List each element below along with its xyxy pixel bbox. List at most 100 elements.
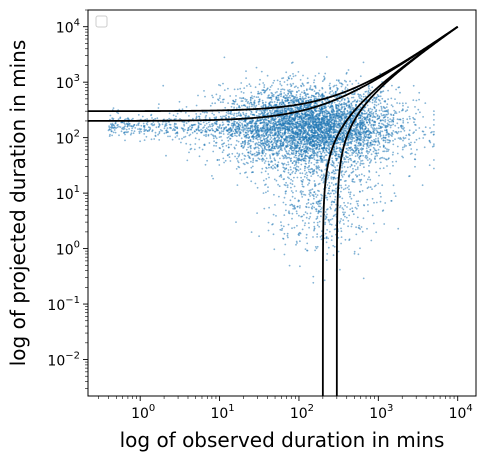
scatter-point: [269, 120, 272, 123]
scatter-point: [263, 86, 266, 89]
scatter-point: [243, 87, 246, 89]
scatter-point: [347, 161, 350, 163]
scatter-point: [281, 109, 284, 112]
scatter-point: [244, 140, 246, 143]
scatter-point: [402, 121, 405, 124]
scatter-point: [376, 144, 379, 147]
scatter-point: [311, 133, 314, 136]
scatter-point: [356, 168, 359, 170]
scatter-point: [270, 136, 273, 139]
scatter-point: [378, 109, 381, 112]
scatter-point: [266, 131, 268, 133]
scatter-point: [291, 127, 294, 130]
scatter-point: [290, 77, 293, 80]
scatter-point: [323, 151, 326, 154]
scatter-point: [198, 155, 201, 158]
scatter-point: [258, 150, 260, 152]
scatter-point: [227, 143, 230, 146]
scatter-point: [395, 130, 398, 133]
scatter-point: [287, 89, 289, 92]
scatter-point: [381, 156, 384, 159]
scatter-point: [307, 146, 310, 149]
scatter-point: [235, 112, 238, 115]
scatter-point: [357, 82, 360, 85]
scatter-point: [408, 142, 410, 145]
scatter-point: [260, 105, 263, 108]
scatter-point: [364, 131, 367, 134]
scatter-point: [296, 107, 299, 110]
scatter-point: [329, 146, 332, 149]
scatter-point: [295, 99, 298, 102]
scatter-point: [261, 102, 264, 104]
scatter-point: [300, 85, 303, 88]
scatter-point: [241, 152, 244, 155]
scatter-point: [323, 77, 326, 79]
scatter-point: [352, 149, 355, 152]
scatter-point: [367, 108, 370, 110]
scatter-point: [362, 138, 364, 141]
scatter-point: [301, 155, 303, 158]
scatter-point: [320, 130, 322, 132]
scatter-point: [270, 166, 273, 168]
scatter-point: [381, 119, 384, 122]
scatter-point: [235, 139, 238, 142]
scatter-point: [403, 145, 406, 148]
scatter-point: [284, 154, 287, 157]
scatter-point: [330, 127, 332, 130]
scatter-point: [396, 102, 398, 104]
scatter-point: [365, 147, 368, 150]
scatter-point: [345, 80, 347, 83]
scatter-point: [301, 134, 304, 137]
scatter-point: [277, 150, 280, 153]
scatter-point: [221, 143, 223, 146]
scatter-point: [243, 163, 246, 166]
scatter-point: [303, 106, 306, 108]
scatter-point: [401, 148, 404, 151]
scatter-point: [358, 133, 360, 136]
scatter-point: [384, 147, 387, 150]
scatter-point: [222, 129, 225, 131]
scatter-point: [229, 95, 232, 97]
scatter-point: [232, 130, 235, 133]
scatter-point: [194, 137, 197, 140]
scatter-point: [314, 85, 317, 87]
scatter-point: [314, 87, 317, 89]
scatter-point: [363, 139, 366, 142]
scatter-point: [281, 88, 284, 90]
scatter-point: [296, 129, 298, 132]
scatter-point: [316, 141, 319, 144]
scatter-point: [383, 124, 385, 127]
scatter-point: [334, 118, 337, 120]
scatter-point: [248, 83, 251, 86]
scatter-point: [359, 75, 362, 78]
scatter-point: [265, 126, 268, 129]
scatter-point: [316, 146, 319, 149]
scatter-point: [408, 134, 411, 137]
scatter-point: [239, 87, 242, 90]
scatter-point: [330, 116, 333, 119]
scatter-point: [347, 156, 349, 159]
scatter-point: [381, 126, 384, 128]
scatter-point: [255, 104, 258, 107]
scatter-point: [403, 129, 406, 132]
scatter-point: [211, 94, 214, 97]
scatter-point: [320, 109, 323, 112]
scatter-point: [391, 153, 394, 156]
scatter-point: [295, 146, 298, 149]
scatter-point: [292, 170, 294, 173]
scatter-point: [319, 133, 322, 136]
scatter-point: [402, 104, 404, 107]
scatter-point: [387, 141, 389, 144]
scatter-point: [314, 118, 317, 121]
scatter-point: [408, 115, 411, 118]
scatter-point: [262, 113, 265, 116]
scatter-point: [321, 137, 324, 140]
scatter-point: [268, 102, 270, 105]
scatter-point: [251, 171, 254, 174]
scatter-point: [367, 130, 370, 133]
scatter-point: [276, 101, 279, 104]
scatter-point: [286, 123, 289, 126]
scatter-point: [359, 100, 361, 102]
scatter-point: [414, 118, 416, 121]
scatter-point: [321, 94, 324, 96]
